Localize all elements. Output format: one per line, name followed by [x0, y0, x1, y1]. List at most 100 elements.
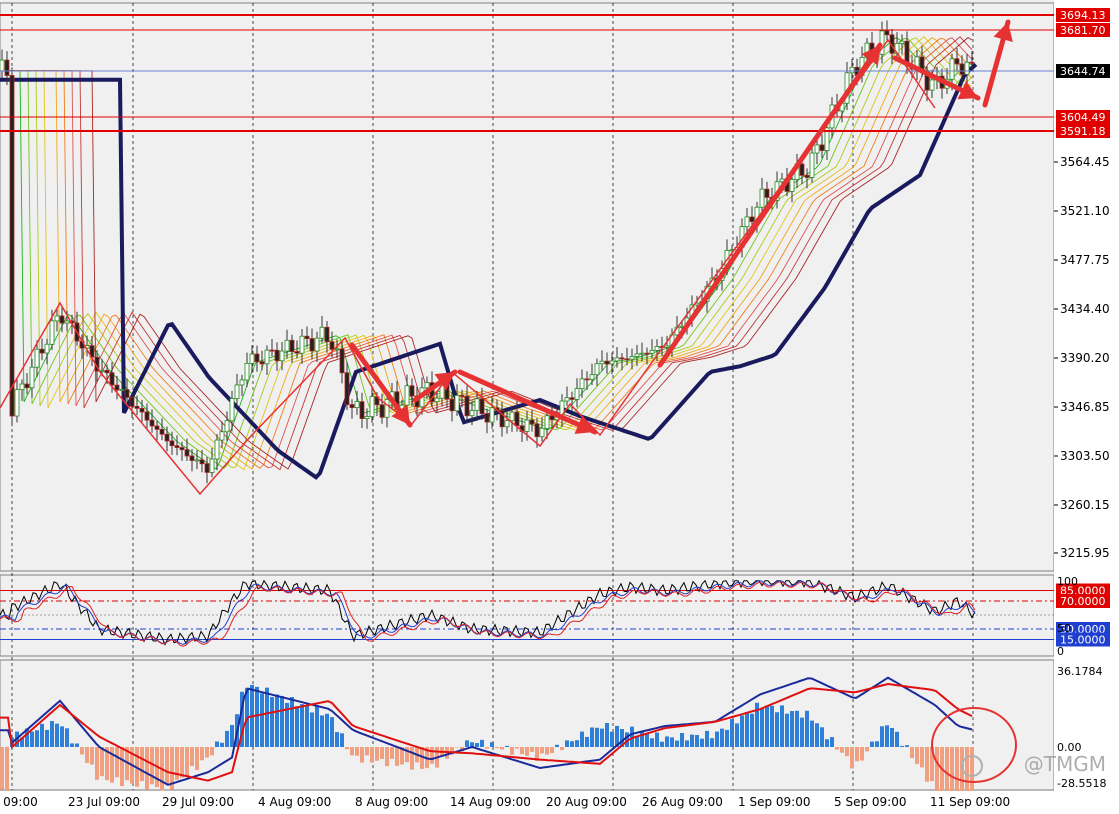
candle-body [64, 320, 70, 324]
stochastic-oscillator [0, 579, 1054, 647]
candle-body [274, 349, 280, 362]
macd-histogram-bar [85, 747, 89, 764]
candle-body [284, 339, 290, 352]
candle-body [144, 411, 150, 421]
candle-body [489, 407, 495, 423]
candle-body [534, 423, 540, 438]
price-tick-label: 3390.20 [1060, 351, 1110, 365]
candle-body [594, 363, 600, 376]
candle-body [14, 389, 20, 417]
macd-histogram-bar [630, 726, 634, 747]
macd-histogram-bar [610, 731, 614, 747]
candle-body [469, 410, 475, 417]
macd-histogram-bar [485, 747, 489, 749]
price-level-tag [1056, 124, 1110, 138]
macd-histogram-bar [680, 733, 684, 747]
candle-body [199, 459, 205, 465]
time-label: 8 Aug 09:00 [355, 795, 428, 809]
macd-histogram-bar [555, 744, 559, 747]
macd-histogram-bar [660, 741, 664, 747]
macd-histogram-bar [25, 728, 29, 747]
candle-body [759, 188, 765, 208]
candle-body [814, 144, 820, 154]
macd-histogram-bar [710, 738, 714, 747]
candle-body [54, 315, 60, 322]
macd-histogram-bar [90, 747, 94, 765]
price-tick-label: 3477.75 [1060, 253, 1110, 267]
stoch-line [0, 581, 976, 647]
candle-body [824, 127, 830, 151]
ma-line [0, 37, 973, 469]
macd-histogram-bar [890, 727, 894, 747]
macd-histogram-bar [110, 747, 114, 783]
macd-histogram-bar [490, 742, 494, 747]
macd-histogram-bar [430, 747, 434, 764]
macd-histogram-bar [825, 739, 829, 747]
price-tick-label: 3303.50 [1060, 449, 1110, 463]
candle-body [169, 440, 175, 447]
macd-histogram-bar [620, 728, 624, 747]
candle-body [624, 358, 630, 361]
macd-histogram-bar [45, 729, 49, 747]
arrow-up-1-head [434, 372, 455, 391]
macd-histogram-bar [765, 705, 769, 747]
candle-body [459, 395, 465, 397]
macd-histogram-bar [910, 747, 914, 759]
macd-histogram-bar [35, 730, 39, 747]
macd-histogram-bar [265, 687, 269, 747]
macd-histogram-bar [900, 745, 904, 747]
candle-body [899, 40, 905, 44]
watermark-logo-icon [961, 755, 983, 777]
price-levels [0, 14, 1054, 132]
arrow-up-forecast-head [993, 22, 1013, 43]
macd-histogram-bar [740, 715, 744, 747]
macd-histogram-bar [230, 724, 234, 747]
macd-histogram-bar [60, 726, 64, 747]
candle-body [184, 449, 190, 457]
macd-histogram-bar [515, 747, 519, 749]
candle-body [509, 411, 515, 422]
macd-histogram-bar [945, 747, 949, 792]
macd-histogram-bar [745, 712, 749, 747]
macd-histogram-bar [335, 732, 339, 747]
macd-histogram-bar [950, 747, 954, 801]
macd-histogram-bar [700, 738, 704, 747]
macd-histogram-bar [755, 702, 759, 747]
time-label: l 09:00 [0, 795, 38, 809]
macd-histogram-bar [570, 741, 574, 747]
macd-histogram-bar [320, 715, 324, 747]
macd-histogram-bar [935, 747, 939, 792]
candle-body [369, 396, 375, 417]
macd-histogram-bar [595, 727, 599, 747]
time-label: 5 Sep 09:00 [834, 795, 906, 809]
candle-body [579, 378, 585, 390]
macd-histogram-bar [915, 747, 919, 764]
candle-body [409, 385, 415, 397]
candle-body [474, 398, 480, 411]
candle-body [4, 59, 10, 76]
candle-body [464, 395, 470, 417]
candle-body [244, 362, 250, 381]
ma-line [0, 38, 973, 469]
candle-body [124, 389, 130, 398]
macd-histogram-bar [100, 747, 104, 777]
macd-histogram-bar [800, 717, 804, 747]
macd-histogram-bar [285, 702, 289, 747]
price-tick-label: 3521.10 [1060, 204, 1110, 218]
macd-histogram-bar [330, 717, 334, 747]
macd-histogram-bar [965, 747, 969, 798]
candle-body [234, 384, 240, 399]
macd-histogram-bar [645, 733, 649, 747]
macd-histogram-bar [170, 747, 174, 790]
candle-body [314, 337, 320, 352]
candle-body [564, 397, 570, 402]
candle-body [749, 216, 755, 222]
macd-histogram-bar [670, 737, 674, 747]
macd-histogram-bar [565, 740, 569, 747]
candle-body [269, 349, 275, 352]
candle-body [174, 445, 180, 448]
candle-body [49, 320, 55, 345]
stoch-level-tag [1056, 632, 1110, 647]
macd-histogram-bar [615, 725, 619, 747]
